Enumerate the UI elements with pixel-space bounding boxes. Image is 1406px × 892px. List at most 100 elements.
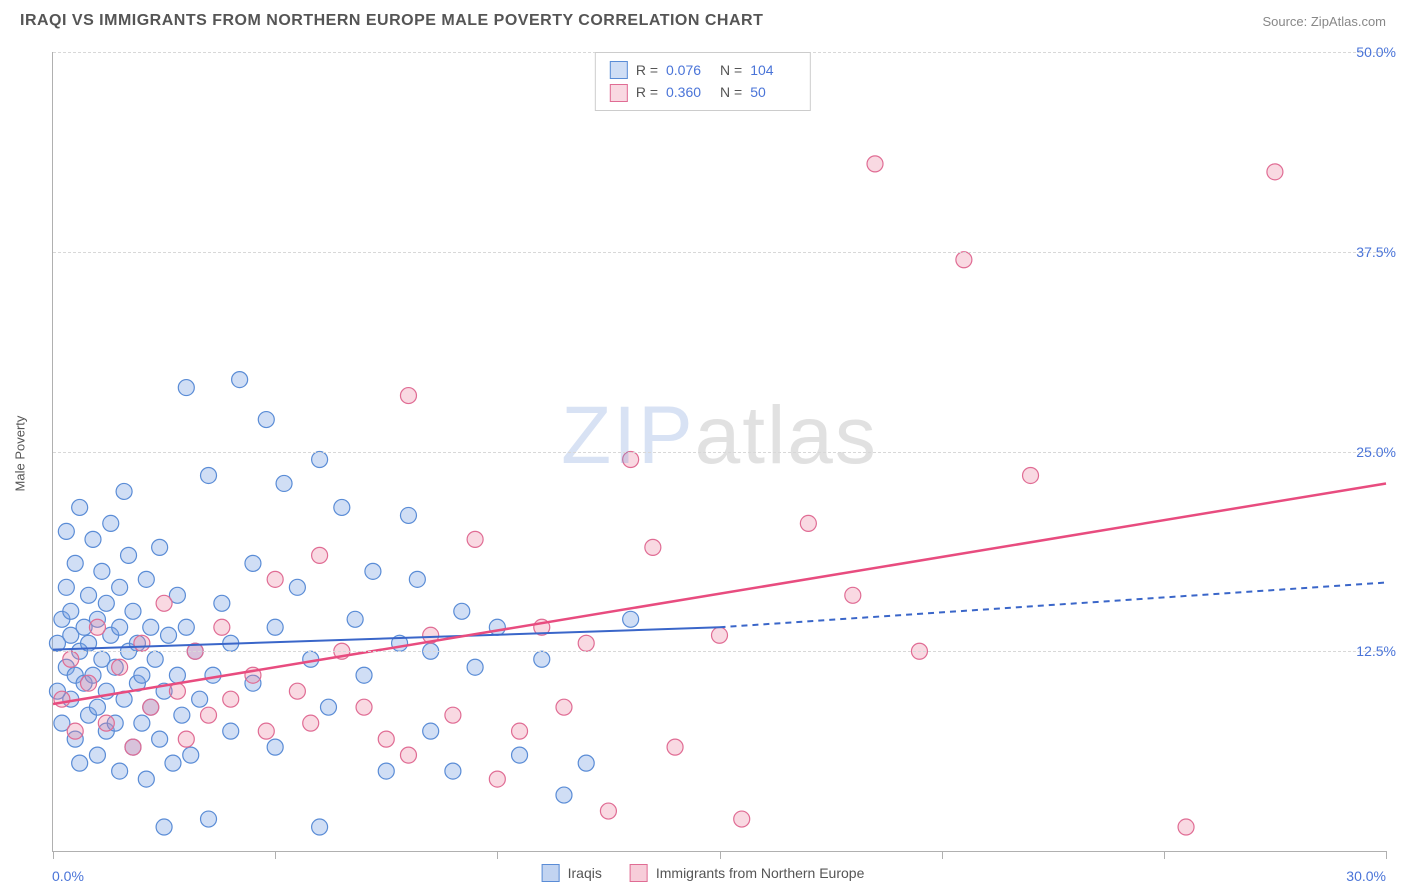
data-point <box>143 699 159 715</box>
data-point <box>138 771 154 787</box>
data-point <box>712 627 728 643</box>
data-point <box>320 699 336 715</box>
data-point <box>81 587 97 603</box>
data-point <box>112 619 128 635</box>
data-point <box>245 555 261 571</box>
stat-r-label-0: R = <box>636 59 658 81</box>
data-point <box>169 667 185 683</box>
data-point <box>125 739 141 755</box>
data-point <box>623 611 639 627</box>
data-point <box>98 715 114 731</box>
data-point <box>174 707 190 723</box>
stats-legend: R = 0.076 N = 104 R = 0.360 N = 50 <box>595 52 811 111</box>
data-point <box>1267 164 1283 180</box>
legend-swatch-neurope <box>630 864 648 882</box>
data-point <box>165 755 181 771</box>
data-point <box>58 579 74 595</box>
x-tick-min: 0.0% <box>52 868 84 884</box>
stats-row-neurope: R = 0.360 N = 50 <box>610 81 796 103</box>
data-point <box>378 763 394 779</box>
data-point <box>867 156 883 172</box>
gridline <box>53 651 1386 652</box>
data-point <box>112 763 128 779</box>
data-point <box>81 675 97 691</box>
data-point <box>1178 819 1194 835</box>
data-point <box>356 699 372 715</box>
data-point <box>63 651 79 667</box>
swatch-neurope <box>610 84 628 102</box>
data-point <box>98 595 114 611</box>
x-tick <box>720 851 721 859</box>
data-point <box>201 467 217 483</box>
data-point <box>63 603 79 619</box>
data-point <box>578 635 594 651</box>
data-point <box>267 619 283 635</box>
data-point <box>356 667 372 683</box>
data-point <box>445 763 461 779</box>
data-point <box>400 507 416 523</box>
data-point <box>58 523 74 539</box>
data-point <box>72 755 88 771</box>
chart-header: IRAQI VS IMMIGRANTS FROM NORTHERN EUROPE… <box>0 0 1406 38</box>
stat-n-label-1: N = <box>720 81 742 103</box>
data-point <box>312 451 328 467</box>
data-point <box>734 811 750 827</box>
plot-region: ZIPatlas <box>52 52 1386 852</box>
data-point <box>489 619 505 635</box>
data-point <box>223 691 239 707</box>
data-point <box>258 723 274 739</box>
data-point <box>152 539 168 555</box>
legend-swatch-iraqis <box>542 864 560 882</box>
data-point <box>454 603 470 619</box>
data-point <box>152 731 168 747</box>
data-point <box>156 819 172 835</box>
swatch-iraqis <box>610 61 628 79</box>
data-point <box>67 723 83 739</box>
trend-line-dashed <box>720 583 1387 628</box>
data-point <box>223 723 239 739</box>
data-point <box>89 747 105 763</box>
chart-area: ZIPatlas <box>52 52 1386 852</box>
data-point <box>232 372 248 388</box>
data-point <box>267 571 283 587</box>
data-point <box>125 603 141 619</box>
x-tick <box>1164 851 1165 859</box>
x-tick <box>497 851 498 859</box>
data-point <box>512 723 528 739</box>
bottom-legend: Iraqis Immigrants from Northern Europe <box>542 864 865 882</box>
data-point <box>85 531 101 547</box>
data-point <box>178 619 194 635</box>
data-point <box>161 627 177 643</box>
data-point <box>556 787 572 803</box>
data-point <box>103 515 119 531</box>
x-tick <box>942 851 943 859</box>
data-point <box>134 635 150 651</box>
legend-item-iraqis: Iraqis <box>542 864 602 882</box>
data-point <box>623 451 639 467</box>
data-point <box>112 579 128 595</box>
data-point <box>276 475 292 491</box>
chart-title: IRAQI VS IMMIGRANTS FROM NORTHERN EUROPE… <box>20 12 763 30</box>
data-point <box>800 515 816 531</box>
data-point <box>138 571 154 587</box>
x-tick <box>275 851 276 859</box>
data-point <box>365 563 381 579</box>
data-point <box>534 651 550 667</box>
data-point <box>89 699 105 715</box>
x-tick <box>53 851 54 859</box>
stat-r-label-1: R = <box>636 81 658 103</box>
data-point <box>334 499 350 515</box>
legend-item-neurope: Immigrants from Northern Europe <box>630 864 865 882</box>
data-point <box>134 667 150 683</box>
data-point <box>169 683 185 699</box>
stat-r-val-1: 0.360 <box>666 81 712 103</box>
data-point <box>289 683 305 699</box>
data-point <box>201 707 217 723</box>
data-point <box>205 667 221 683</box>
data-point <box>134 715 150 731</box>
data-point <box>192 691 208 707</box>
data-point <box>578 755 594 771</box>
data-point <box>89 619 105 635</box>
data-point <box>956 252 972 268</box>
data-point <box>147 651 163 667</box>
